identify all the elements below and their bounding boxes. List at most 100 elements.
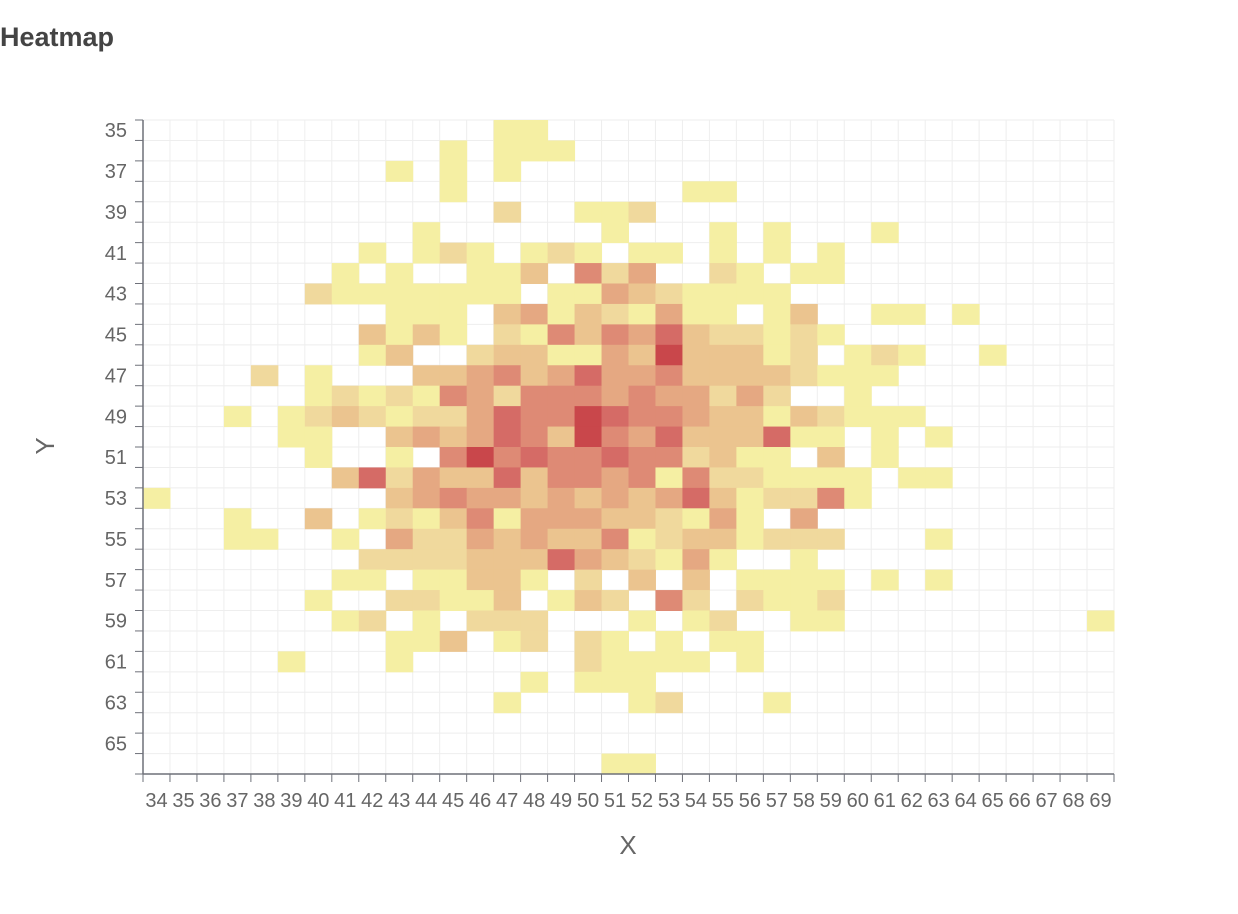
heatmap-cell bbox=[277, 406, 306, 428]
heatmap-cell bbox=[655, 651, 683, 673]
heatmap-cell bbox=[601, 467, 629, 489]
heatmap-cell bbox=[520, 140, 549, 162]
heatmap-cell bbox=[493, 630, 522, 652]
heatmap-cell bbox=[790, 263, 818, 284]
heatmap-cell bbox=[439, 283, 468, 305]
heatmap-cell bbox=[493, 283, 522, 305]
heatmap-cell bbox=[790, 508, 818, 530]
heatmap-cell bbox=[466, 447, 495, 468]
heatmap-cell bbox=[682, 569, 710, 591]
heatmap-cell bbox=[547, 140, 576, 162]
x-tick-label: 64 bbox=[955, 790, 977, 812]
heatmap-cell bbox=[439, 487, 468, 509]
heatmap-cell bbox=[601, 590, 629, 611]
heatmap-cell bbox=[655, 692, 683, 714]
heatmap-cell bbox=[439, 630, 468, 652]
heatmap-cell bbox=[682, 385, 710, 407]
heatmap-cell bbox=[412, 242, 441, 264]
heatmap-cell bbox=[601, 549, 629, 571]
heatmap-cell bbox=[520, 447, 549, 468]
heatmap-cell bbox=[709, 406, 737, 428]
x-tick-label: 46 bbox=[469, 790, 491, 812]
heatmap-cell bbox=[763, 447, 791, 468]
heatmap-cell bbox=[466, 467, 495, 489]
heatmap-cell bbox=[655, 426, 683, 448]
heatmap-cell bbox=[790, 406, 818, 428]
heatmap-cell bbox=[736, 447, 764, 468]
x-tick-label: 48 bbox=[523, 790, 545, 812]
heatmap-cell bbox=[358, 569, 387, 591]
heatmap-cell bbox=[304, 365, 333, 387]
heatmap-cell bbox=[412, 508, 441, 530]
heatmap-cell bbox=[547, 590, 576, 611]
heatmap-cell bbox=[871, 365, 899, 387]
heatmap-cell bbox=[844, 344, 872, 366]
heatmap-cell bbox=[736, 508, 764, 530]
x-tick-label: 67 bbox=[1035, 790, 1057, 812]
heatmap-cell bbox=[898, 467, 926, 489]
heatmap-cell bbox=[304, 447, 333, 468]
heatmap-cell bbox=[358, 467, 387, 489]
x-tick-label: 69 bbox=[1089, 790, 1111, 812]
heatmap-cell bbox=[709, 426, 737, 448]
heatmap-cell bbox=[358, 610, 387, 632]
heatmap-cell bbox=[520, 303, 549, 325]
x-tick-label: 52 bbox=[631, 790, 653, 812]
heatmap-cell bbox=[682, 344, 710, 366]
heatmap-cell bbox=[358, 344, 387, 366]
heatmap-cell bbox=[709, 181, 737, 203]
heatmap-cell bbox=[682, 324, 710, 346]
heatmap-cell bbox=[385, 406, 414, 428]
heatmap-cell bbox=[709, 344, 737, 366]
x-tick-label: 65 bbox=[982, 790, 1004, 812]
heatmap-cell bbox=[223, 406, 252, 428]
heatmap-cell bbox=[601, 385, 629, 407]
heatmap-cell bbox=[331, 406, 360, 428]
heatmap-cell bbox=[628, 242, 656, 264]
heatmap-cell bbox=[682, 447, 710, 468]
heatmap-cell bbox=[439, 365, 468, 387]
heatmap-cell bbox=[871, 447, 899, 468]
heatmap-cell bbox=[493, 447, 522, 468]
heatmap-cell bbox=[574, 201, 603, 223]
heatmap-cell bbox=[925, 569, 953, 591]
x-axis-label: X bbox=[619, 830, 636, 860]
heatmap-cell bbox=[466, 590, 495, 611]
heatmap-cell bbox=[493, 569, 522, 591]
heatmap-cell bbox=[493, 508, 522, 530]
heatmap-cell bbox=[574, 671, 603, 693]
heatmap-cell bbox=[277, 651, 306, 673]
heatmap-cell bbox=[628, 426, 656, 448]
heatmap-cell bbox=[439, 303, 468, 325]
heatmap-cell bbox=[385, 283, 414, 305]
heatmap-cell bbox=[655, 385, 683, 407]
x-tick-label: 37 bbox=[226, 790, 248, 812]
y-tick-label: 51 bbox=[105, 447, 127, 469]
heatmap-cell bbox=[628, 487, 656, 509]
heatmap-cell bbox=[385, 160, 414, 182]
heatmap-cell bbox=[223, 528, 252, 550]
heatmap-cell bbox=[412, 365, 441, 387]
heatmap-cell bbox=[709, 222, 737, 244]
heatmap-cell bbox=[466, 426, 495, 448]
heatmap-cell bbox=[574, 365, 603, 387]
heatmap-cell bbox=[601, 303, 629, 325]
heatmap-cell bbox=[493, 528, 522, 550]
heatmap-cell bbox=[655, 324, 683, 346]
heatmap-cell bbox=[601, 263, 629, 284]
heatmap-cell bbox=[493, 160, 522, 182]
heatmap-cell bbox=[736, 344, 764, 366]
heatmap-cell bbox=[682, 610, 710, 632]
x-tick-label: 66 bbox=[1008, 790, 1030, 812]
heatmap-cell bbox=[790, 303, 818, 325]
heatmap-cell bbox=[520, 263, 549, 284]
heatmap-cell bbox=[439, 242, 468, 264]
heatmap-cell bbox=[628, 447, 656, 468]
heatmap-cell bbox=[331, 263, 360, 284]
heatmap-cell bbox=[763, 283, 791, 305]
x-tick-label: 38 bbox=[253, 790, 275, 812]
heatmap-cell bbox=[574, 467, 603, 489]
heatmap-cell bbox=[439, 528, 468, 550]
x-tick-label: 60 bbox=[847, 790, 869, 812]
heatmap-cell bbox=[601, 528, 629, 550]
